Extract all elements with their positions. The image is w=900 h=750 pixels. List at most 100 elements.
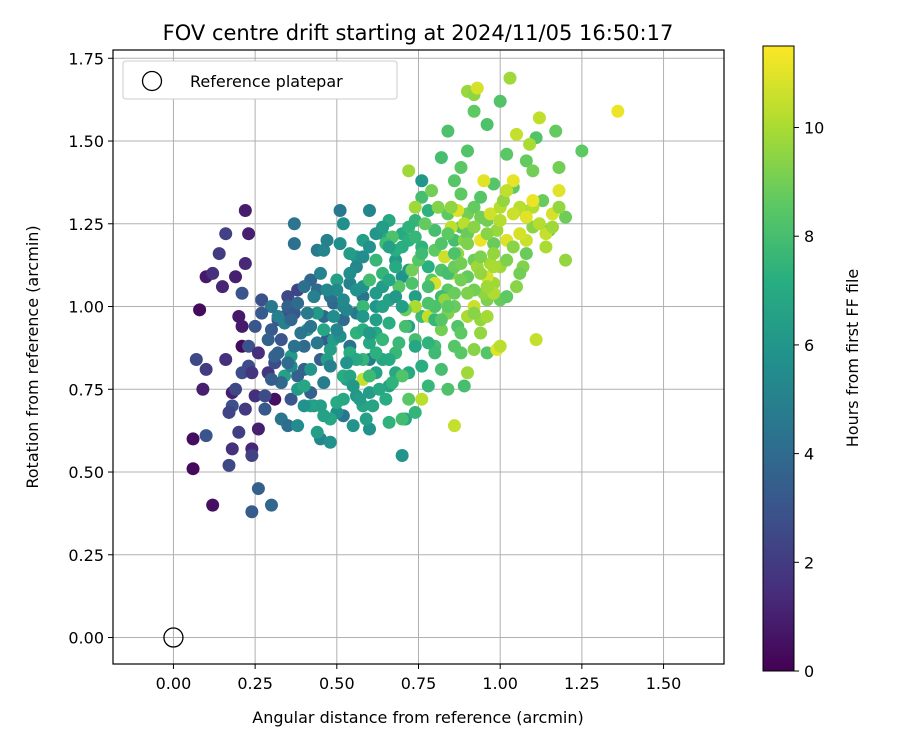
data-point — [434, 151, 448, 165]
data-point — [366, 399, 380, 413]
data-point — [434, 313, 448, 327]
data-point — [186, 432, 200, 446]
data-point — [467, 343, 481, 357]
y-tick-label: 0.75 — [68, 380, 104, 399]
x-tick-label: 0.50 — [319, 674, 355, 693]
data-point — [506, 174, 520, 188]
data-point — [297, 280, 311, 294]
data-point — [611, 104, 625, 118]
data-point — [408, 339, 422, 353]
data-point — [294, 326, 308, 340]
data-point — [487, 260, 501, 274]
colorbar: 0 2 4 6 8 10 Hours from first FF file — [762, 45, 862, 681]
data-point — [232, 309, 246, 323]
data-point — [346, 379, 360, 393]
data-point — [333, 204, 347, 218]
data-point — [274, 376, 288, 390]
data-point — [281, 290, 295, 304]
data-point — [461, 366, 475, 380]
data-point — [362, 386, 376, 400]
data-point — [405, 276, 419, 290]
data-point — [421, 204, 435, 218]
data-point — [261, 333, 275, 347]
data-point — [395, 240, 409, 254]
data-point — [408, 300, 422, 314]
data-point — [385, 376, 399, 390]
data-point — [467, 200, 481, 214]
data-point — [310, 425, 324, 439]
data-point — [395, 448, 409, 462]
x-axis-label: Angular distance from reference (arcmin) — [252, 708, 583, 727]
data-point — [238, 256, 252, 270]
data-point — [304, 319, 318, 333]
x-tick-label: 1.00 — [482, 674, 518, 693]
data-point — [519, 210, 533, 224]
data-point — [376, 300, 390, 314]
colorbar-label: Hours from first FF file — [843, 269, 862, 448]
y-tick-label: 1.75 — [68, 49, 104, 68]
data-point — [389, 290, 403, 304]
colorbar-ticks: 0 2 4 6 8 10 — [794, 119, 824, 681]
data-point — [330, 323, 344, 337]
data-point — [395, 412, 409, 426]
data-point — [340, 356, 354, 370]
data-point — [480, 280, 494, 294]
data-point — [434, 237, 448, 251]
data-point — [189, 352, 203, 366]
data-point — [487, 177, 501, 191]
data-point — [434, 362, 448, 376]
data-point — [271, 309, 285, 323]
data-point — [362, 422, 376, 436]
data-point — [255, 306, 269, 320]
colorbar-tick-label: 2 — [804, 553, 814, 572]
y-tick-label: 0.00 — [68, 629, 104, 648]
x-tick-label: 0.25 — [237, 674, 273, 693]
data-point — [274, 333, 288, 347]
data-point — [248, 389, 262, 403]
data-point — [467, 104, 481, 118]
colorbar-tick-label: 6 — [804, 336, 814, 355]
data-point — [229, 270, 243, 284]
data-point — [496, 194, 510, 208]
data-point — [425, 184, 439, 198]
data-point — [320, 233, 334, 247]
data-point — [281, 419, 295, 433]
data-point — [395, 369, 409, 383]
data-point — [343, 247, 357, 261]
data-point — [287, 237, 301, 251]
data-point — [408, 290, 422, 304]
y-tick-label: 1.25 — [68, 215, 104, 234]
data-point — [395, 300, 409, 314]
data-point — [287, 339, 301, 353]
data-point — [264, 498, 278, 512]
data-point — [474, 266, 488, 280]
data-point — [362, 369, 376, 383]
data-point — [402, 220, 416, 234]
x-tick-label: 0.00 — [156, 674, 192, 693]
data-point — [431, 200, 445, 214]
data-point — [235, 366, 249, 380]
data-point — [229, 382, 243, 396]
data-point — [444, 200, 458, 214]
data-point — [349, 283, 363, 297]
data-point — [323, 343, 337, 357]
data-point — [392, 336, 406, 350]
colorbar-tick-label: 4 — [804, 445, 814, 464]
data-point — [474, 210, 488, 224]
data-point — [402, 392, 416, 406]
data-point — [310, 306, 324, 320]
data-point — [287, 217, 301, 231]
data-point — [480, 227, 494, 241]
data-point — [264, 372, 278, 386]
data-point — [549, 124, 563, 138]
data-point — [362, 336, 376, 350]
data-point — [323, 435, 337, 449]
data-point — [222, 405, 236, 419]
data-point — [376, 220, 390, 234]
data-point — [379, 392, 393, 406]
data-point — [251, 482, 265, 496]
data-point — [248, 319, 262, 333]
data-point — [382, 316, 396, 330]
data-point — [532, 111, 546, 125]
data-point — [291, 419, 305, 433]
